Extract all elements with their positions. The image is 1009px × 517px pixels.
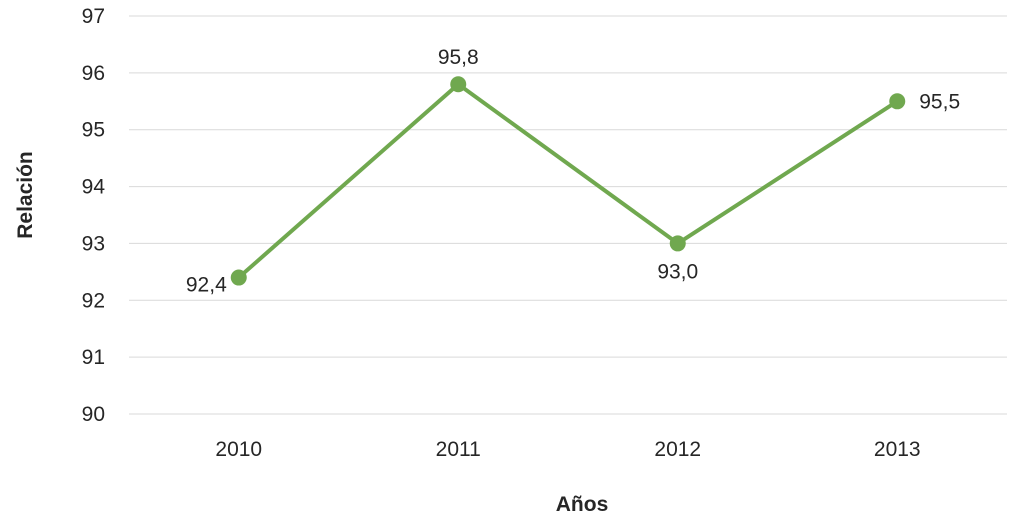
y-axis-ticks: 90 91 92 93 94 95 96 97: [82, 5, 106, 426]
series-line-group: [230, 76, 906, 286]
data-label: 92,4: [186, 274, 227, 297]
y-tick-label: 92: [82, 289, 105, 312]
y-tick-label: 93: [82, 232, 105, 255]
data-label: 93,0: [657, 260, 698, 283]
y-tick-label: 96: [82, 62, 105, 85]
y-tick-label: 97: [82, 5, 105, 28]
y-tick-label: 91: [82, 346, 105, 369]
x-axis-title: Años: [556, 493, 609, 516]
y-tick-label: 94: [82, 176, 106, 199]
x-tick-label: 2010: [215, 438, 262, 461]
y-tick-label: 90: [82, 403, 105, 426]
y-axis-title: Relación: [14, 151, 37, 239]
data-label: 95,5: [919, 90, 960, 113]
y-tick-label: 95: [82, 119, 105, 142]
data-point: [230, 269, 247, 286]
x-tick-label: 2011: [436, 438, 481, 461]
data-labels: 92,4 95,8 93,0 95,5: [186, 46, 960, 296]
data-point: [669, 235, 686, 252]
data-point: [450, 76, 467, 93]
series-line: [236, 82, 900, 280]
gridlines: [129, 15, 1007, 415]
data-point: [889, 93, 906, 110]
x-axis-ticks: 2010 2011 2012 2013: [215, 438, 920, 461]
data-label: 95,8: [438, 46, 479, 69]
x-tick-label: 2012: [654, 438, 701, 461]
x-tick-label: 2013: [874, 438, 921, 461]
